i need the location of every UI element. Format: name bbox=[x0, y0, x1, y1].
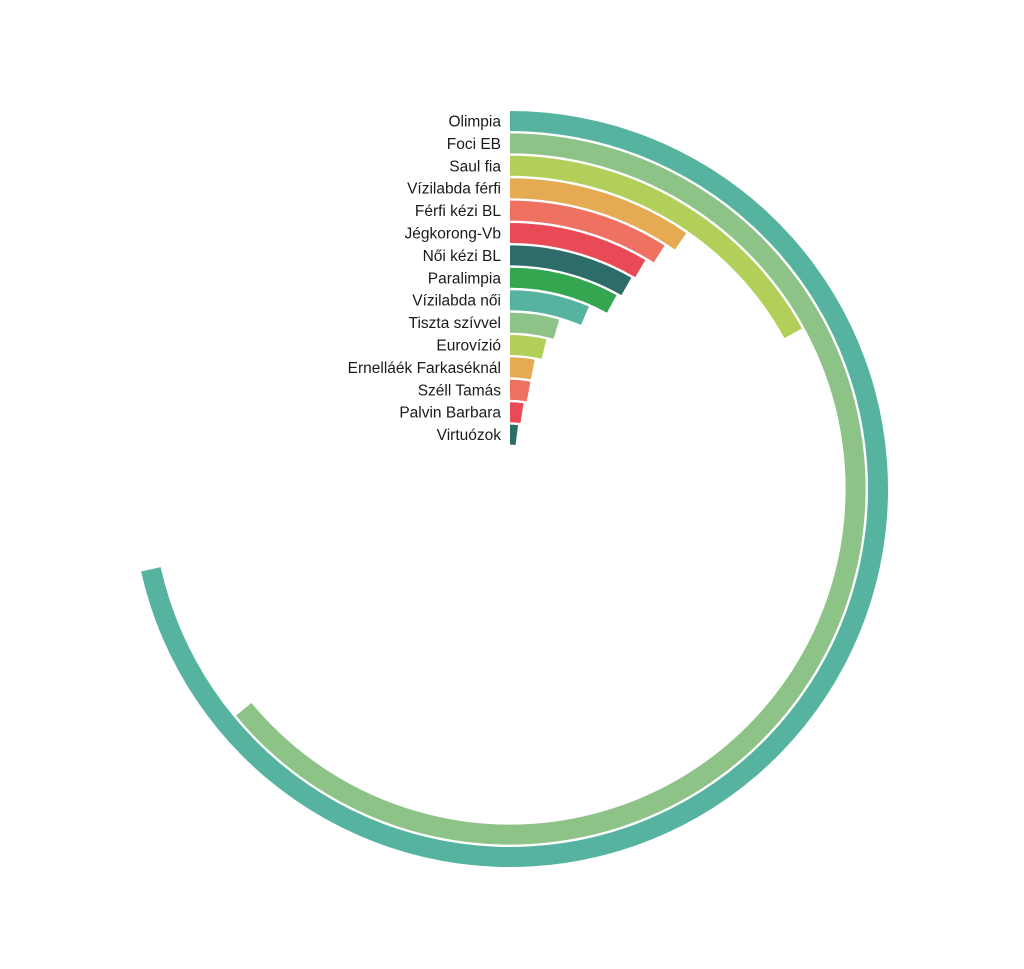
bar-vízilabda-női bbox=[510, 290, 589, 325]
bar-saul-fia bbox=[510, 155, 802, 339]
bar-férfi-kézi-bl bbox=[510, 200, 665, 263]
bar-virtuózok bbox=[510, 424, 519, 445]
label-paralimpia: Paralimpia bbox=[428, 270, 502, 287]
label-jégkorong-vb: Jégkorong-Vb bbox=[404, 226, 501, 243]
label-férfi-kézi-bl: Férfi kézi BL bbox=[415, 203, 502, 220]
bar-paralimpia bbox=[510, 267, 617, 313]
label-eurovízió: Eurovízió bbox=[436, 338, 501, 355]
bar-foci-eb bbox=[236, 133, 866, 845]
label-vízilabda-férfi: Vízilabda férfi bbox=[407, 181, 501, 198]
label-saul-fia: Saul fia bbox=[449, 158, 501, 175]
bar-vízilabda-férfi bbox=[510, 178, 687, 250]
label-virtuózok: Virtuózok bbox=[437, 427, 502, 444]
bar-eurovízió bbox=[510, 335, 547, 359]
label-palvin-barbara: Palvin Barbara bbox=[399, 405, 501, 422]
label-foci-eb: Foci EB bbox=[447, 136, 501, 153]
bar-széll-tamás bbox=[510, 379, 531, 402]
label-olimpia: Olimpia bbox=[448, 114, 501, 131]
label-tiszta-szívvel: Tiszta szívvel bbox=[409, 315, 501, 332]
label-ernelláék-farkaséknál: Ernelláék Farkaséknál bbox=[348, 360, 501, 377]
label-vízilabda-női: Vízilabda női bbox=[412, 293, 501, 310]
bars-group bbox=[141, 111, 888, 868]
label-széll-tamás: Széll Tamás bbox=[418, 382, 502, 399]
bar-jégkorong-vb bbox=[510, 223, 646, 278]
bar-ernelláék-farkaséknál bbox=[510, 357, 535, 380]
labels-group: Olimpia Foci EB Saul fia Vízilabda férfi Fér… bbox=[348, 114, 502, 445]
bar-tiszta-szívvel bbox=[510, 312, 560, 339]
bar-női-kézi-bl bbox=[510, 245, 632, 296]
bar-palvin-barbara bbox=[510, 402, 524, 424]
label-női-kézi-bl: Női kézi BL bbox=[423, 248, 502, 265]
